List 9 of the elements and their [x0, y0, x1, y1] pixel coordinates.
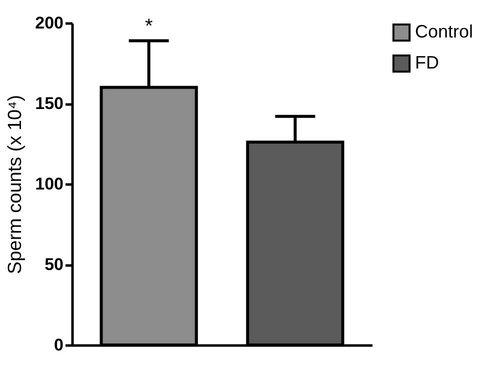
y-tick-label: 150: [35, 94, 64, 113]
y-tick-label: 100: [35, 174, 64, 194]
annotation: *: [144, 16, 153, 38]
y-axis-title: Sperm counts (x 10⁴): [5, 94, 26, 274]
legend-label: Control: [415, 22, 474, 42]
legend-label: FD: [415, 52, 439, 72]
y-tick-label: 0: [54, 336, 64, 354]
y-tick-label: 200: [35, 14, 64, 32]
y-tick-label: 50: [44, 255, 64, 274]
